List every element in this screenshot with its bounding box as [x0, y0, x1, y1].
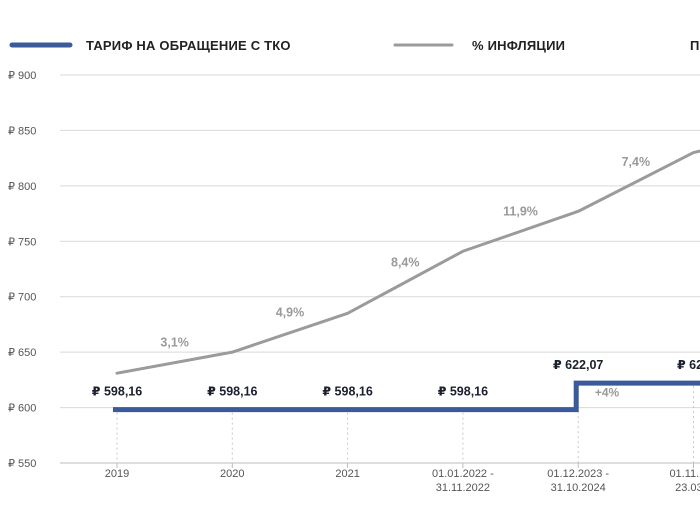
x-tick-label: 01.12.2023 - 31.10.2024: [547, 468, 609, 494]
x-tick-label-line: 01.01.2022 -: [432, 468, 494, 480]
x-tick-label-line: 2019: [105, 468, 129, 480]
inflation-segment-label: 11,9%: [503, 204, 538, 218]
x-tick-label-line: 2021: [335, 468, 359, 480]
x-tick-label-line: 2020: [220, 468, 244, 480]
tariff-value-label: ₽ 622,07: [553, 358, 603, 372]
tariff-value-label: ₽ 598,16: [92, 385, 142, 399]
y-tick-label: ₽ 550: [8, 458, 36, 470]
inflation-segment-label: 3,1%: [160, 336, 189, 350]
x-axis-ticks: 2019 2020 2021 01.01.2022 - 31.11.2022 01.12.…: [105, 468, 700, 494]
x-tick-label-line: 01.12.2023 -: [547, 468, 609, 480]
x-tick-label: 2019: [105, 468, 129, 480]
inflation-segment-label: 4,9%: [276, 306, 305, 320]
tariff-value-label: ₽ 598,16: [438, 385, 488, 399]
inflation-segment-label: 7,4%: [622, 155, 651, 169]
legend-third-label: П: [690, 38, 700, 53]
grid: [60, 74, 700, 464]
x-tick-label-line: 23.03.2: [675, 482, 700, 494]
legend-inflation-label: % ИНФЛЯЦИИ: [472, 38, 565, 53]
y-tick-label: ₽ 900: [8, 70, 36, 82]
x-tick-label-line: 31.10.2024: [551, 482, 606, 494]
x-tick-label: 01.01.2022 - 31.11.2022: [432, 468, 494, 494]
y-axis-ticks: ₽ 550 ₽ 600 ₽ 650 ₽ 700 ₽ 750 ₽ 800 ₽ 850 ₽ 900: [8, 70, 36, 470]
inflation-line: [115, 149, 700, 375]
tariff-step-line: [113, 380, 700, 413]
x-tick-label-line: 01.11.202: [669, 468, 700, 480]
tariff-value-label: ₽ 622: [677, 358, 700, 372]
x-tick-label: 2021: [335, 468, 359, 480]
y-tick-label: ₽ 850: [8, 125, 36, 137]
y-tick-label: ₽ 750: [8, 236, 36, 248]
inflation-series: [115, 149, 700, 375]
tariff-value-label: ₽ 598,16: [322, 385, 372, 399]
data-labels: 3,1% 4,9% 8,4% 11,9% 7,4% ₽ 598,16 ₽ 598,16 ₽ 5…: [92, 155, 700, 400]
inflation-segment-label: 8,4%: [391, 255, 420, 269]
x-tick-label-line: 31.11.2022: [436, 482, 490, 494]
y-tick-label: ₽ 700: [8, 292, 36, 304]
y-tick-label: ₽ 650: [8, 347, 36, 359]
x-tick-label: 2020: [220, 468, 244, 480]
legend-tariff-label: ТАРИФ НА ОБРАЩЕНИЕ С ТКО: [86, 38, 291, 53]
y-tick-label: ₽ 600: [8, 403, 36, 415]
tariff-change-annotation: +4%: [595, 385, 620, 399]
x-tick-label: 01.11.202 23.03.2: [669, 468, 700, 494]
x-category-guides: [116, 386, 694, 468]
tariff-series: [113, 380, 700, 413]
legend: ТАРИФ НА ОБРАЩЕНИЕ С ТКО % ИНФЛЯЦИИ П: [9, 38, 700, 53]
tariff-value-label: ₽ 598,16: [207, 385, 257, 399]
y-tick-label: ₽ 800: [8, 181, 36, 193]
